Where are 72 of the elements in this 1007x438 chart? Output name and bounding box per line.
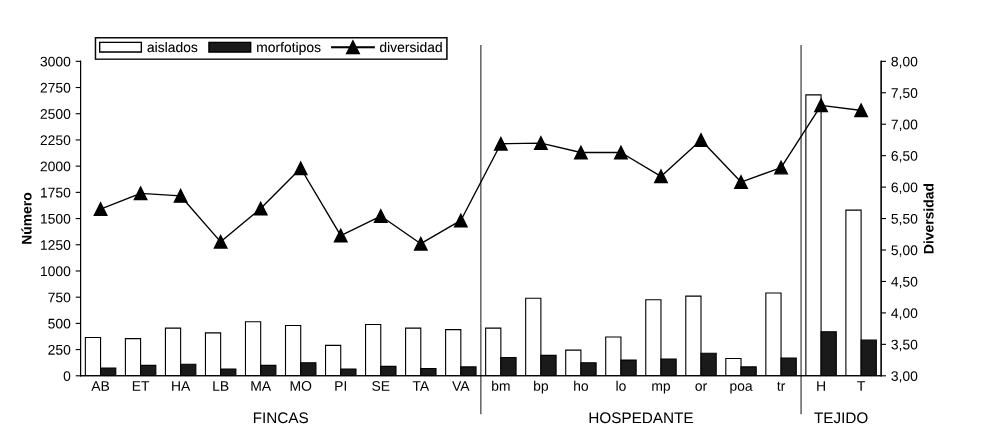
x-tick-label: bp bbox=[534, 380, 549, 394]
text: TEJIDO bbox=[814, 412, 868, 424]
point bbox=[493, 136, 508, 151]
y-tick-label: 1250 bbox=[41, 240, 71, 250]
x-tick-label: lo bbox=[616, 380, 626, 391]
y-tick-label: 2750 bbox=[40, 82, 71, 93]
y-tick-label: 1500 bbox=[41, 213, 71, 224]
y-tick-label: 1750 bbox=[41, 187, 71, 198]
text: FINCAS bbox=[253, 412, 309, 424]
y2-axis-title: Diversidad bbox=[923, 183, 934, 254]
legend-label: aislados bbox=[147, 41, 198, 53]
y-tick-label: 2250 bbox=[40, 135, 71, 146]
x-tick-label: LB bbox=[213, 381, 229, 391]
point bbox=[253, 201, 268, 216]
point bbox=[453, 213, 468, 228]
point bbox=[333, 228, 348, 243]
point bbox=[694, 132, 708, 147]
x-tick-label: mp bbox=[652, 383, 671, 394]
point bbox=[93, 202, 108, 217]
point bbox=[734, 175, 748, 190]
x-tick-label: VA bbox=[452, 381, 470, 391]
x-tick-label: poa bbox=[730, 383, 753, 394]
y2-tick-label: 3,00 bbox=[891, 371, 918, 383]
text: HOSPEDANTE bbox=[589, 412, 693, 424]
point bbox=[373, 209, 388, 223]
x-tick-label: tr bbox=[777, 381, 786, 391]
point bbox=[133, 186, 148, 201]
y2-tick-label: 4,50 bbox=[891, 276, 918, 289]
point bbox=[573, 145, 588, 160]
point bbox=[533, 136, 548, 151]
y-tick-label: 2000 bbox=[40, 161, 71, 172]
legend-label: diversidad bbox=[379, 41, 442, 53]
point bbox=[854, 103, 869, 118]
y-tick-label: 3000 bbox=[40, 56, 71, 67]
y-tick-label: 750 bbox=[48, 292, 71, 303]
x-tick-label: AB bbox=[91, 381, 110, 391]
y2-tick-label: 7,00 bbox=[891, 119, 918, 132]
legend-label: morfotipos bbox=[257, 41, 321, 55]
y-tick-label: 2500 bbox=[40, 109, 71, 119]
x-tick-label: MO bbox=[290, 381, 312, 391]
x-tick-label: T bbox=[857, 381, 866, 391]
x-tick-label: SE bbox=[372, 381, 390, 391]
point bbox=[173, 188, 188, 203]
x-tick-label: MA bbox=[251, 381, 272, 391]
y2-tick-label: 6,50 bbox=[891, 151, 918, 163]
y2-tick-label: 7,50 bbox=[891, 88, 918, 100]
y-tick-label: 500 bbox=[48, 318, 71, 329]
point bbox=[293, 161, 308, 176]
x-tick-label: TA bbox=[412, 381, 430, 391]
x-tick-label: H bbox=[817, 381, 825, 391]
y-tick-label: 250 bbox=[48, 344, 71, 355]
point bbox=[654, 169, 668, 184]
y-axis-title: Número bbox=[21, 192, 32, 244]
x-tick-label: or bbox=[695, 383, 707, 391]
y2-tick-label: 5,50 bbox=[891, 213, 918, 226]
point bbox=[774, 160, 788, 175]
point bbox=[814, 98, 829, 113]
point bbox=[613, 145, 628, 160]
x-tick-label: PI bbox=[335, 381, 347, 391]
y2-tick-label: 6,00 bbox=[891, 182, 918, 194]
point bbox=[213, 234, 228, 249]
y-tick-label: 0 bbox=[63, 371, 71, 381]
y2-tick-label: 4,00 bbox=[891, 308, 918, 320]
y-tick-label: 1000 bbox=[41, 266, 71, 277]
x-tick-label: HA bbox=[172, 381, 191, 391]
y2-tick-label: 8,00 bbox=[891, 56, 918, 69]
point bbox=[413, 236, 428, 251]
y2-tick-label: 3,50 bbox=[891, 339, 918, 352]
y2-tick-label: 5,00 bbox=[891, 245, 918, 257]
x-tick-label: ho bbox=[574, 380, 589, 391]
x-tick-label: ET bbox=[132, 381, 150, 391]
x-tick-label: bm bbox=[492, 380, 510, 391]
